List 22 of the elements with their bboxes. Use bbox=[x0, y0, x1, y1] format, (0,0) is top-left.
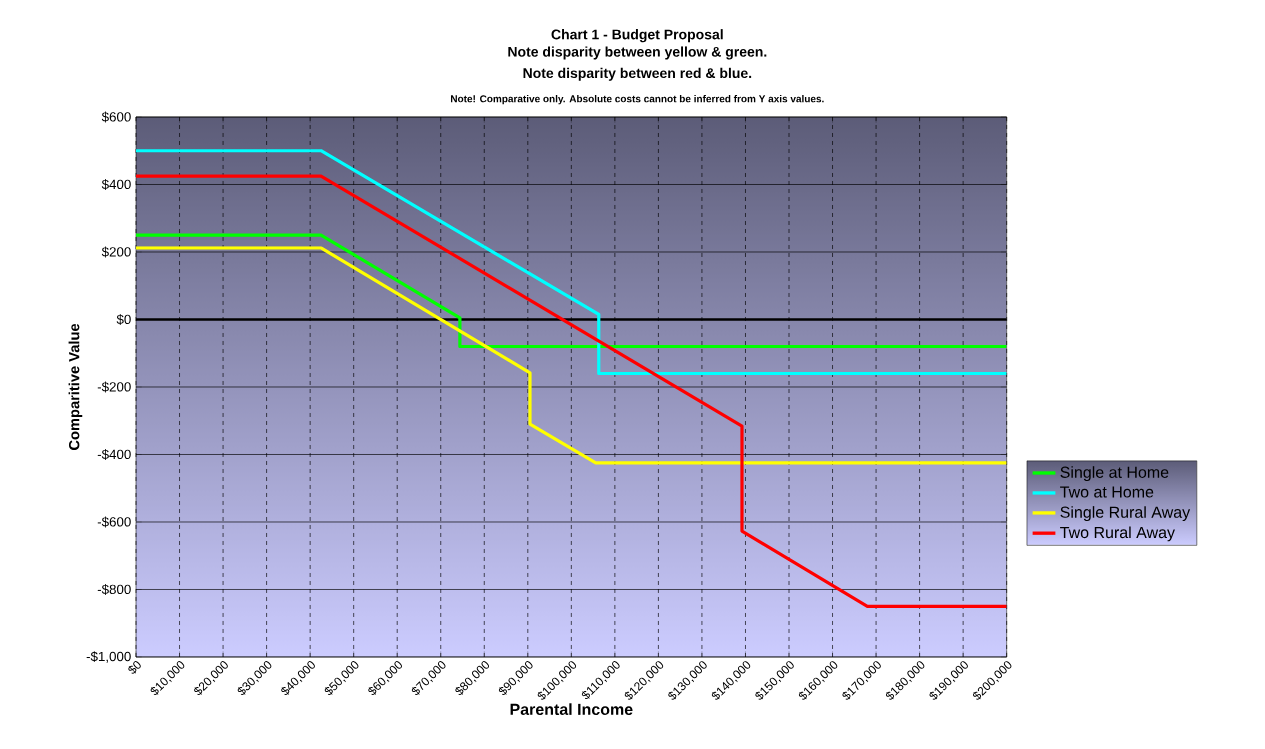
line-series bbox=[136, 174, 1007, 608]
text: Note disparity between red & blue. bbox=[523, 67, 752, 81]
y-tick-label: -$1,000 bbox=[86, 651, 131, 663]
line-series bbox=[136, 246, 1007, 465]
y-tick-label: $600 bbox=[101, 111, 131, 123]
legend-label: Two at Home bbox=[1060, 486, 1154, 498]
legend-label: Single Rural Away bbox=[1060, 506, 1191, 522]
x-tick-label: $0 bbox=[128, 661, 141, 674]
y-tick-label: -$600 bbox=[97, 516, 131, 528]
chart-title: Chart 1 - Budget Proposal bbox=[551, 29, 723, 43]
y-tick-label: $0 bbox=[116, 314, 131, 325]
legend-label: Two Rural Away bbox=[1060, 526, 1175, 542]
y-tick-label: -$800 bbox=[97, 584, 131, 595]
text: Note! Comparative only. Absolute costs cannot be inferred from Y axis values. bbox=[451, 95, 824, 105]
y-tick-label: -$200 bbox=[97, 381, 131, 393]
y-tick-label: $200 bbox=[101, 246, 131, 258]
y-tick-label: $400 bbox=[101, 179, 131, 190]
y-axis-title: Comparitive Value bbox=[68, 323, 83, 450]
x-axis-title: Parental Income bbox=[510, 703, 633, 716]
legend-label: Single at Home bbox=[1060, 466, 1169, 482]
y-tick-label: -$400 bbox=[97, 449, 131, 460]
chart-subtitle: Note disparity between yellow & green. bbox=[508, 46, 767, 60]
